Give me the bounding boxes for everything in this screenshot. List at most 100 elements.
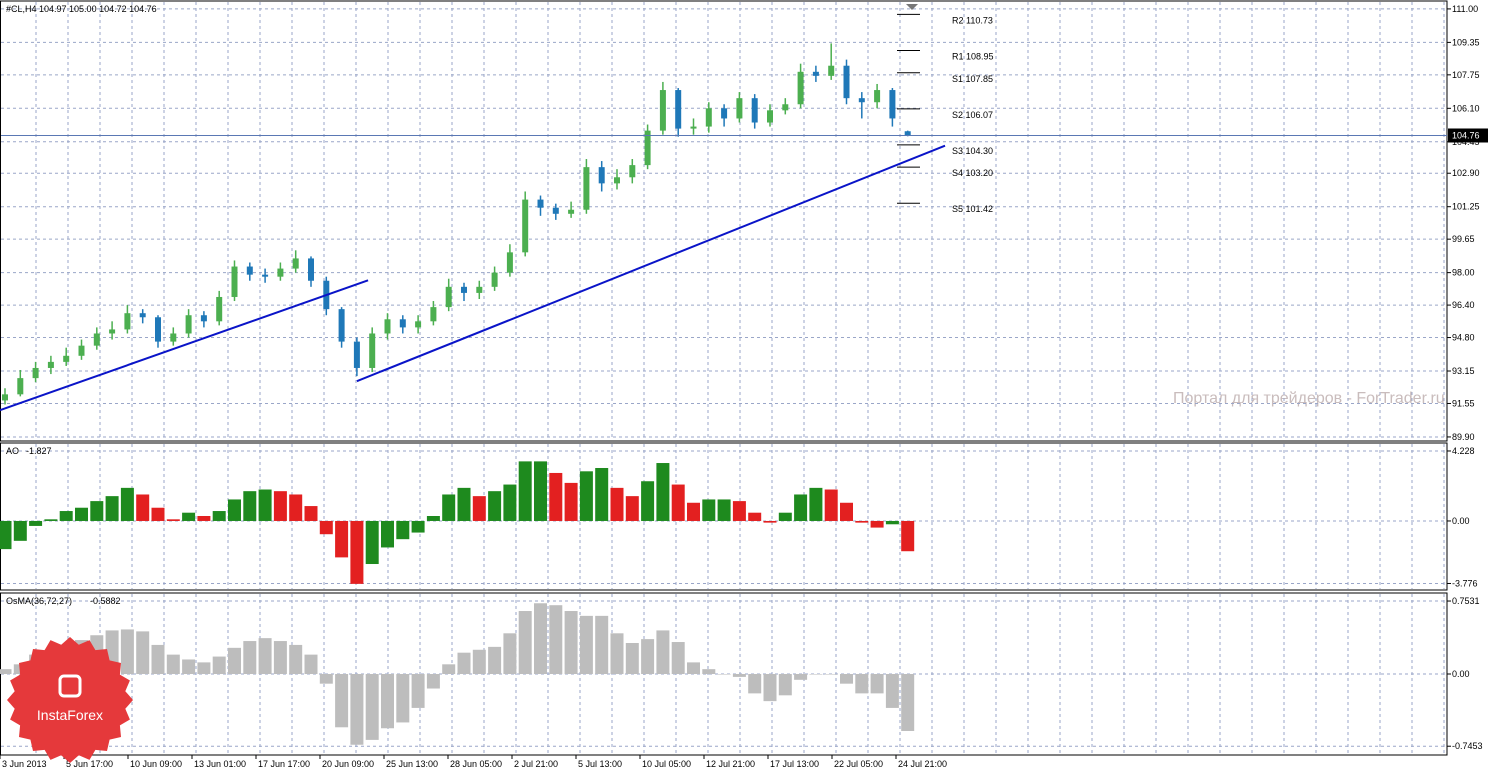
candle-body	[277, 268, 284, 277]
indicator-name: OsMA(36,72,27)	[6, 596, 72, 606]
y-tick-label: 0.00	[1452, 516, 1470, 526]
candle-body	[78, 345, 85, 356]
pivot-label: S4 103.20	[952, 168, 993, 178]
histogram-bar	[901, 674, 915, 731]
histogram-bar	[855, 520, 869, 523]
histogram-bar	[289, 644, 303, 674]
candle-body	[461, 286, 467, 293]
x-tick-label: 2 Jul 21:00	[514, 759, 558, 769]
candle-body	[32, 367, 39, 379]
candle-body	[476, 286, 483, 293]
candle-body	[843, 65, 850, 99]
candle-body	[139, 313, 146, 318]
histogram-bar	[518, 461, 532, 521]
y-tick-label: 99.65	[1452, 234, 1475, 244]
candle-body	[353, 341, 360, 368]
histogram-bar	[885, 674, 899, 708]
histogram-bar	[335, 520, 349, 558]
candle-body	[644, 130, 651, 166]
candle-body	[522, 199, 529, 253]
histogram-bar	[901, 520, 915, 552]
candle-body	[874, 90, 881, 103]
candle-body	[2, 394, 8, 401]
histogram-bar	[732, 501, 746, 521]
histogram-bar	[503, 484, 517, 521]
histogram-bar	[641, 481, 655, 521]
logo-badge	[7, 637, 133, 763]
histogram-bar	[595, 467, 609, 521]
histogram-bar	[610, 487, 624, 521]
candle-body	[614, 177, 620, 184]
histogram-bar	[411, 520, 425, 533]
y-tick-label: 4.228	[1452, 446, 1475, 456]
indicator-value: -1.827	[26, 446, 52, 456]
histogram-bar	[625, 642, 639, 674]
histogram-bar	[702, 499, 716, 521]
candle-body	[246, 266, 253, 275]
histogram-bar	[304, 654, 318, 674]
y-tick-label: 91.55	[1452, 398, 1475, 408]
histogram-bar	[182, 659, 196, 674]
histogram-bar	[794, 494, 808, 521]
x-tick-label: 5 Jun 17:00	[66, 759, 113, 769]
trendline	[356, 144, 946, 383]
pivot-label: S5 101.42	[952, 204, 993, 214]
y-tick-label: 102.90	[1452, 168, 1480, 178]
histogram-bar	[625, 496, 639, 521]
watermark: Портал для трейдеров - ForTrader.ru	[1173, 390, 1445, 407]
pivot-label: S1 107.85	[952, 74, 993, 84]
histogram-bar	[472, 496, 486, 521]
candle-body	[399, 319, 406, 328]
histogram-bar	[59, 511, 73, 521]
x-tick-label: 13 Jun 01:00	[194, 759, 246, 769]
histogram-bar	[671, 642, 685, 674]
candle-body	[690, 126, 697, 129]
histogram-bar	[549, 472, 563, 521]
candle-body	[369, 333, 376, 368]
histogram-bar	[778, 512, 792, 521]
y-tick-label: 0.00	[1452, 669, 1470, 679]
indicator-value: -0.5882	[90, 596, 121, 606]
histogram-bar	[75, 507, 88, 521]
histogram-bar	[166, 519, 180, 521]
candle-body	[292, 258, 299, 269]
histogram-bar	[350, 520, 364, 584]
pivot-label: S2 106.07	[952, 110, 993, 120]
x-tick-label: 3 Jun 2013	[2, 759, 47, 769]
logo-text: InstaForex	[37, 707, 103, 723]
candle-body	[170, 333, 177, 342]
logo: InstaForex	[7, 637, 133, 763]
candle-body	[552, 207, 559, 214]
x-tick-label: 10 Jun 09:00	[130, 759, 182, 769]
candle-body	[262, 274, 269, 277]
candle-body	[415, 321, 422, 328]
histogram-bar	[411, 674, 425, 708]
histogram-bar	[595, 615, 609, 674]
histogram-bar	[396, 674, 410, 723]
x-tick-label: 20 Jun 09:00	[322, 759, 374, 769]
histogram-bar	[840, 674, 853, 684]
y-tick-label: 89.90	[1452, 432, 1475, 442]
candle-body	[904, 131, 911, 136]
histogram-bar	[151, 644, 165, 674]
candle-body	[338, 309, 345, 342]
candle-body	[598, 167, 605, 184]
histogram-bar	[120, 629, 134, 674]
histogram-bar	[687, 662, 700, 674]
histogram-bar	[442, 664, 456, 674]
histogram-bar	[488, 491, 502, 521]
histogram-bar	[855, 674, 869, 694]
x-tick-label: 24 Jul 21:00	[898, 759, 947, 769]
histogram-bar	[136, 494, 150, 521]
histogram-bar	[687, 502, 700, 521]
histogram-bar	[472, 649, 486, 674]
histogram-bar	[381, 674, 394, 729]
histogram-bar	[197, 662, 211, 674]
y-tick-label: 106.10	[1452, 103, 1480, 113]
histogram-bar	[763, 674, 777, 702]
histogram-bar	[763, 520, 777, 523]
histogram-bar	[457, 652, 471, 674]
histogram-bar	[365, 674, 379, 740]
candle-body	[751, 98, 758, 123]
